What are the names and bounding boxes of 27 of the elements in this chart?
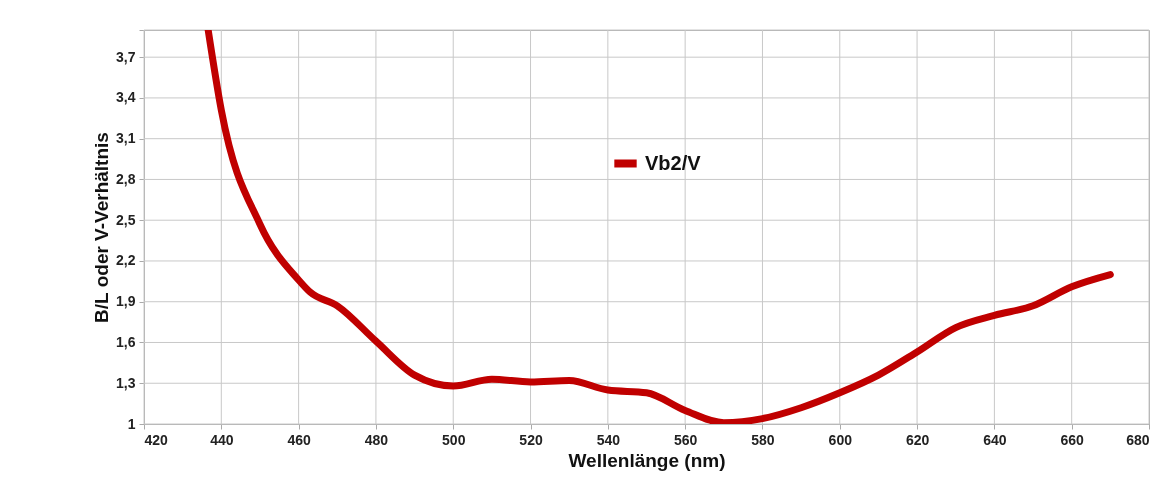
y-tick-label: 3,7 <box>116 48 136 65</box>
x-tick-label: 560 <box>673 431 698 448</box>
x-tick-label: 620 <box>905 431 930 448</box>
y-tick-label: 1,3 <box>116 374 136 391</box>
x-tick-label: 640 <box>983 431 1007 448</box>
x-tick-label: 500 <box>442 431 466 448</box>
y-axis-title: B/L oder V-Verhältnis <box>91 132 113 323</box>
y-tick-label: 3,1 <box>116 130 136 147</box>
x-tick-label: 480 <box>364 431 389 448</box>
y-tick-label: 2,8 <box>116 170 136 187</box>
y-tick-label: 1,6 <box>116 333 136 350</box>
x-tick-label: 420 <box>144 431 169 448</box>
y-tick-label: 1,9 <box>116 293 136 310</box>
legend-label: Vb2/V <box>645 151 702 174</box>
x-tick-label: 680 <box>1126 431 1150 448</box>
x-axis-title: Wellenlänge (nm) <box>568 449 726 471</box>
x-tick-label: 600 <box>828 431 853 448</box>
y-tick-label: 1 <box>127 415 136 432</box>
y-tick-label: 2,2 <box>116 252 136 269</box>
x-tick-label: 660 <box>1060 431 1085 448</box>
x-tick-label: 520 <box>519 431 543 448</box>
y-tick-label: 3,4 <box>116 89 136 106</box>
x-tick-label: 580 <box>751 431 775 448</box>
x-tick-label: 460 <box>287 431 312 448</box>
x-tick-label: 440 <box>210 431 234 448</box>
y-tick-label: 2,5 <box>116 211 136 228</box>
x-tick-label: 540 <box>596 431 621 448</box>
